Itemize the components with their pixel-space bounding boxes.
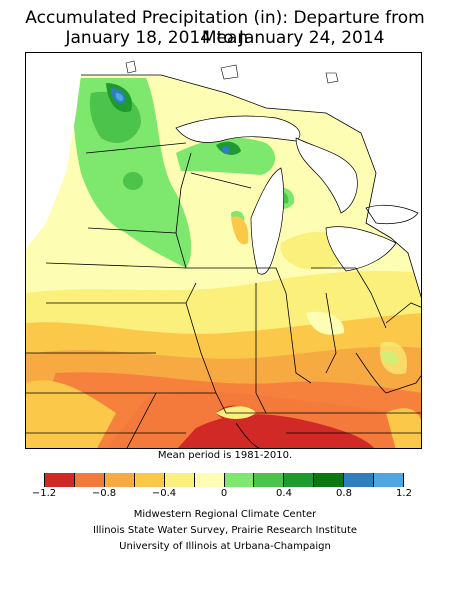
precipitation-departure-map xyxy=(25,52,422,449)
legend-swatch xyxy=(163,473,194,487)
legend-swatch xyxy=(73,473,104,487)
legend-swatch xyxy=(193,473,224,487)
legend-tick-label: −0.8 xyxy=(91,488,117,499)
legend-swatch xyxy=(223,473,254,487)
legend-tick-label: −0.4 xyxy=(151,488,177,499)
legend-swatch xyxy=(313,473,344,487)
legend-tick-label: 0 xyxy=(220,488,228,499)
mean-period-note: Mean period is 1981-2010. xyxy=(157,450,293,461)
credit-line-1: Midwestern Regional Climate Center xyxy=(133,509,317,520)
legend-swatch xyxy=(253,473,284,487)
map-title-line2: January 18, 2014 to January 24, 2014 xyxy=(65,28,385,48)
legend-swatch xyxy=(343,473,374,487)
legend-swatch xyxy=(103,473,134,487)
map-title-line1: Accumulated Precipitation (in): Departur… xyxy=(25,8,425,48)
legend-tick-label: 0.4 xyxy=(276,488,292,499)
legend-tick-label: 0.8 xyxy=(336,488,352,499)
color-scale-legend xyxy=(44,473,405,487)
legend-tick-label: 1.2 xyxy=(396,488,412,499)
legend-tick-label: −1.2 xyxy=(31,488,57,499)
legend-labels: −1.2 −0.8 −0.4 0 0.4 0.8 1.2 xyxy=(32,488,412,502)
legend-swatch xyxy=(283,473,314,487)
legend-swatch xyxy=(373,473,405,487)
map-canvas xyxy=(26,60,421,448)
legend-swatch xyxy=(44,473,74,487)
credit-line-2: Illinois State Water Survey, Prairie Res… xyxy=(92,525,358,536)
credit-line-3: University of Illinois at Urbana-Champai… xyxy=(119,541,331,552)
legend-swatch xyxy=(133,473,164,487)
